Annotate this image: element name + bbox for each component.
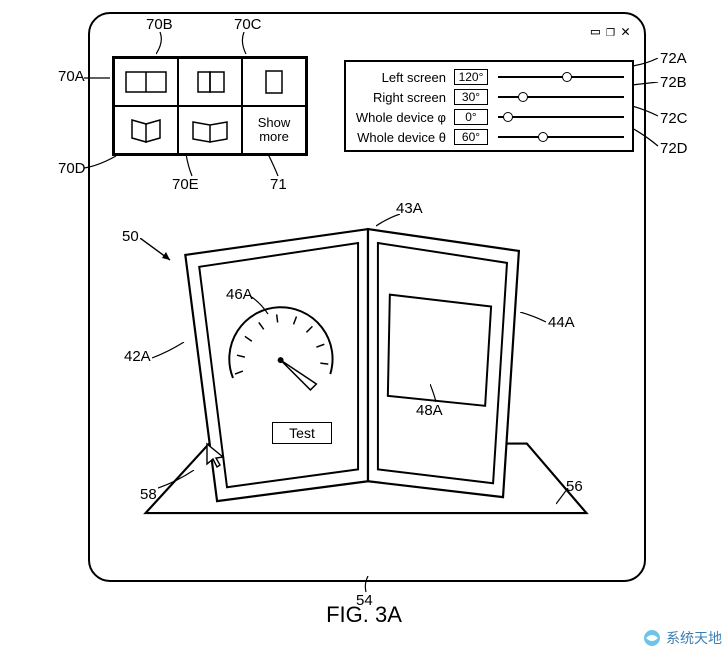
ref-43A: 43A	[396, 200, 423, 217]
slider-label: Right screen	[354, 90, 450, 105]
app-window: ▭ ❐ ✕ Show more Left screen 120° Right s…	[88, 12, 646, 582]
ref-70D: 70D	[58, 160, 86, 177]
slider-thumb[interactable]	[562, 72, 572, 82]
cursor-icon	[204, 442, 226, 475]
slider-right-screen: Right screen 30°	[354, 87, 624, 107]
slider-phi: Whole device φ 0°	[354, 107, 624, 127]
slider-value: 60°	[454, 129, 488, 145]
watermark: 系统天地	[642, 628, 722, 648]
slider-thumb[interactable]	[518, 92, 528, 102]
slider-value: 120°	[454, 69, 488, 85]
slider-label: Whole device θ	[354, 130, 450, 145]
ref-56: 56	[566, 478, 583, 495]
slider-value: 0°	[454, 109, 488, 125]
slider-thumb[interactable]	[538, 132, 548, 142]
slider-left-screen: Left screen 120°	[354, 67, 624, 87]
preset-half[interactable]	[178, 58, 242, 106]
show-more-button[interactable]: Show more	[242, 106, 306, 154]
ref-46A: 46A	[226, 286, 253, 303]
preset-single[interactable]	[242, 58, 306, 106]
ref-58: 58	[140, 486, 157, 503]
slider-track[interactable]	[498, 116, 624, 118]
ref-72C: 72C	[660, 110, 688, 127]
slider-theta: Whole device θ 60°	[354, 127, 624, 147]
orientation-presets: Show more	[112, 56, 308, 156]
ref-71: 71	[270, 176, 287, 193]
preset-flat[interactable]	[114, 58, 178, 106]
ref-48A: 48A	[416, 402, 443, 419]
figure-label: FIG. 3A	[0, 602, 728, 628]
slider-thumb[interactable]	[503, 112, 513, 122]
test-button[interactable]: Test	[272, 422, 332, 444]
slider-track[interactable]	[498, 76, 624, 78]
ref-70C: 70C	[234, 16, 262, 33]
maximize-icon[interactable]: ❐	[606, 22, 615, 40]
ref-42A: 42A	[124, 348, 151, 365]
ref-50: 50	[122, 228, 139, 245]
preset-book-open[interactable]	[114, 106, 178, 154]
ref-72D: 72D	[660, 140, 688, 157]
slider-track[interactable]	[498, 136, 624, 138]
device-preview	[90, 184, 644, 574]
ref-70A: 70A	[58, 68, 85, 85]
slider-label: Left screen	[354, 70, 450, 85]
titlebar: ▭ ❐ ✕	[591, 22, 630, 40]
ref-72A: 72A	[660, 50, 687, 67]
slider-label: Whole device φ	[354, 110, 450, 125]
preset-book-wide[interactable]	[178, 106, 242, 154]
right-panel-outer	[368, 229, 519, 497]
sliders-panel: Left screen 120° Right screen 30° Whole …	[344, 60, 634, 152]
ref-44A: 44A	[548, 314, 575, 331]
ref-70E: 70E	[172, 176, 199, 193]
close-icon[interactable]: ✕	[621, 22, 630, 40]
minimize-icon[interactable]: ▭	[591, 22, 600, 40]
slider-value: 30°	[454, 89, 488, 105]
slider-track[interactable]	[498, 96, 624, 98]
ref-70B: 70B	[146, 16, 173, 33]
ref-72B: 72B	[660, 74, 687, 91]
